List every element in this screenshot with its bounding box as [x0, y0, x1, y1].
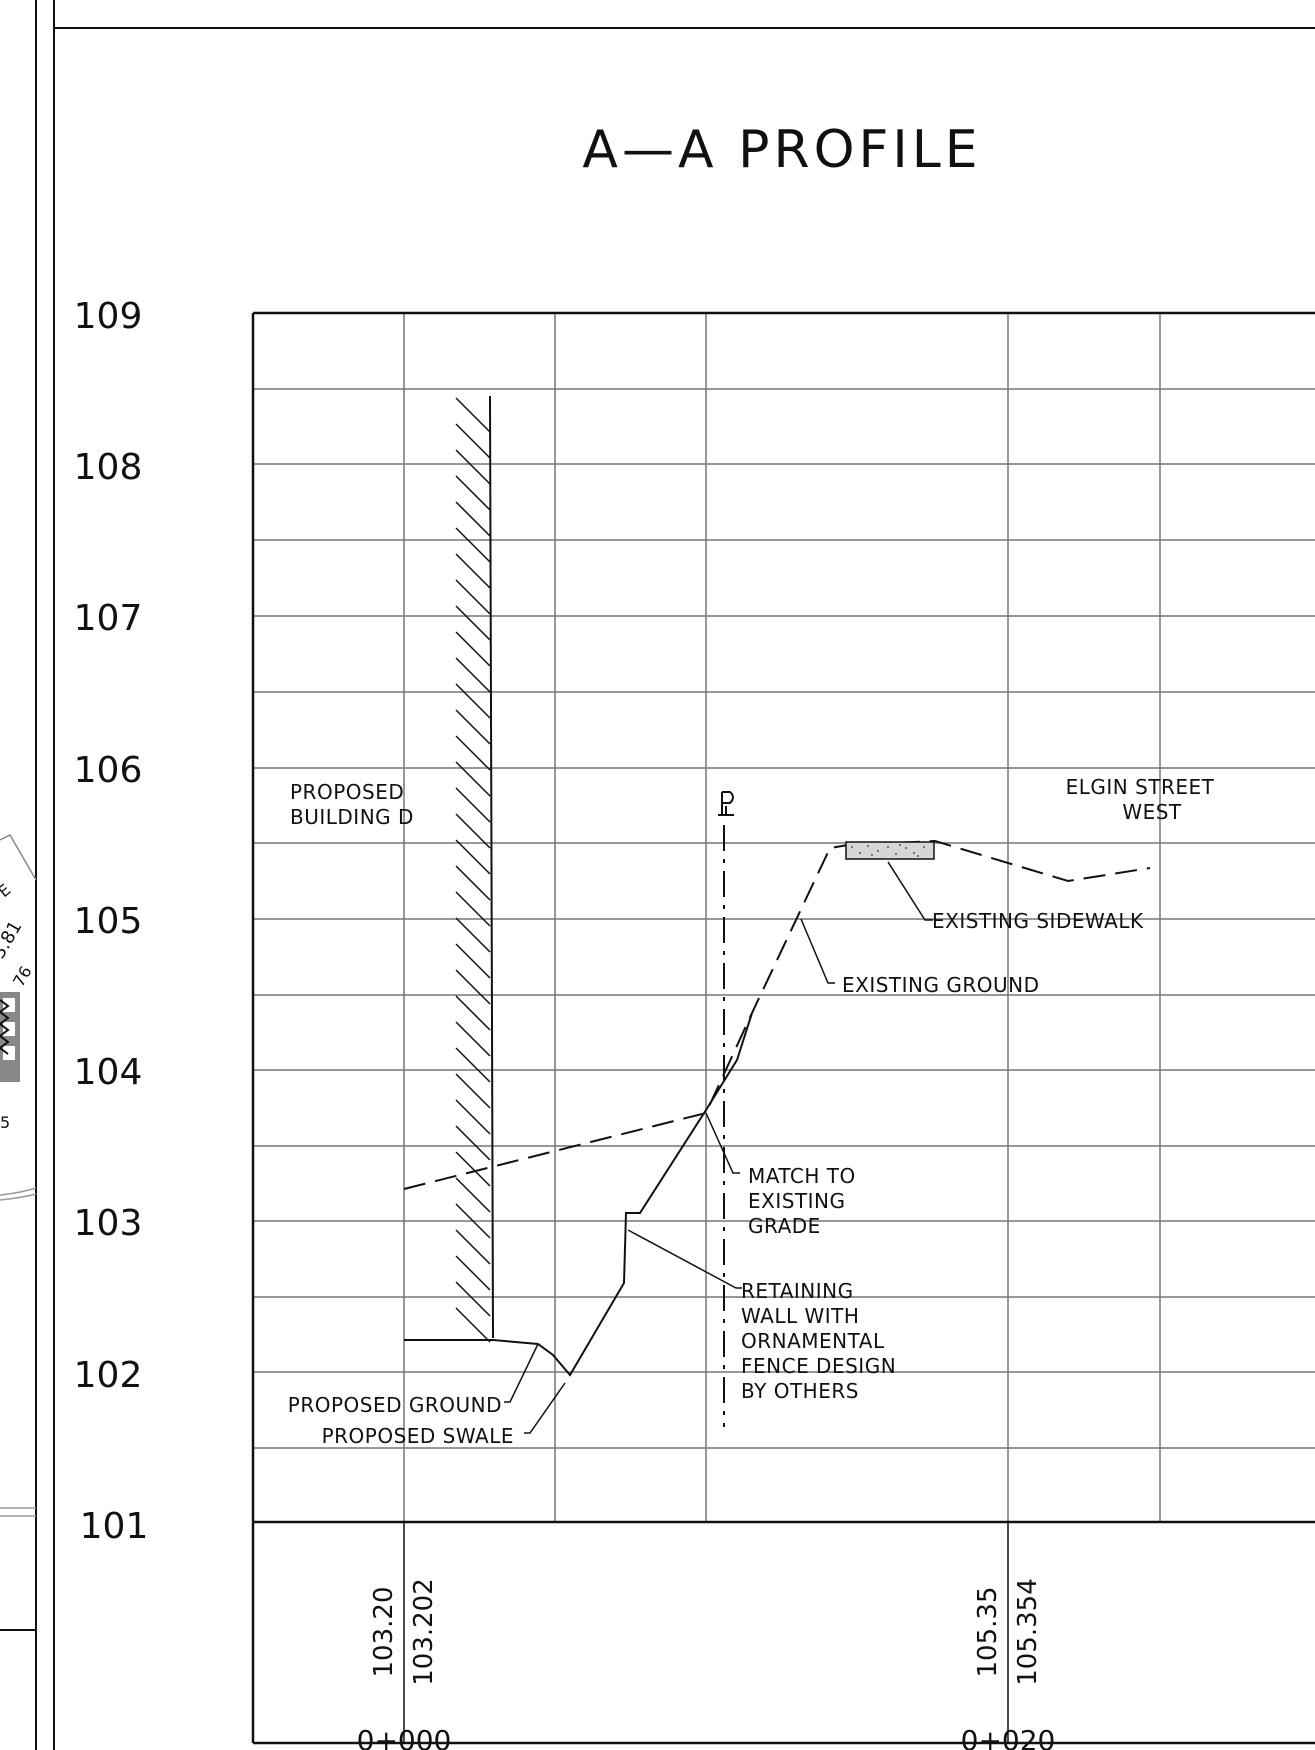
- annotation-labels: PROPOSED BUILDING D ELGIN STREET WEST EX…: [288, 775, 1215, 1448]
- proposed-elev-right: 105.354: [1013, 1578, 1043, 1686]
- existing-elev-right: 105.35: [973, 1587, 1003, 1678]
- elevation-label-102: 102: [74, 1355, 143, 1396]
- label-proposed-swale: PROPOSED SWALE: [322, 1424, 514, 1448]
- elevation-label-104: 104: [74, 1052, 143, 1093]
- elevation-label-105: 105: [74, 901, 143, 942]
- label-proposed-building-1: PROPOSED: [290, 780, 404, 804]
- data-table-values: 103.20 103.202 105.35 105.354: [369, 1578, 1043, 1686]
- leader-lines: [504, 861, 933, 1434]
- elevation-label-109: 109: [74, 296, 143, 337]
- building-wall: [455, 395, 494, 1343]
- label-proposed-building-2: BUILDING D: [290, 805, 414, 829]
- label-retaining-5: BY OTHERS: [741, 1379, 859, 1403]
- elevation-label-106: 106: [74, 750, 143, 791]
- sidewalk-texture: [851, 844, 925, 857]
- pl-symbol: PL: [718, 791, 734, 816]
- label-proposed-ground: PROPOSED GROUND: [288, 1393, 502, 1417]
- existing-sidewalk: [845, 841, 935, 860]
- elevation-label-103: 103: [74, 1203, 143, 1244]
- elevation-label-101: 101: [80, 1506, 149, 1547]
- fragment-text-e: E: [0, 880, 14, 901]
- profile-grid: [253, 313, 1315, 1522]
- label-retaining-4: FENCE DESIGN: [741, 1354, 896, 1378]
- elevation-label-107: 107: [74, 598, 143, 639]
- label-retaining-2: WALL WITH: [741, 1304, 859, 1328]
- label-retaining-1: RETAINING: [741, 1279, 854, 1303]
- profile-frame: [251, 311, 1315, 1745]
- station-label-20: 0+020: [961, 1724, 1056, 1750]
- proposed-ground-line: [404, 1012, 753, 1377]
- label-existing-sidewalk: EXISTING SIDEWALK: [932, 909, 1144, 933]
- elevation-label-108: 108: [74, 447, 143, 488]
- label-match-3: GRADE: [748, 1214, 821, 1238]
- existing-ground-line: [403, 839, 1151, 1190]
- label-match-1: MATCH TO: [748, 1164, 856, 1188]
- label-retaining-3: ORNAMENTAL: [741, 1329, 885, 1353]
- label-elgin-street-2: WEST: [1122, 800, 1182, 824]
- station-axis: 0+000 0+020: [357, 1724, 1056, 1750]
- adjacent-plan-fragment: E 3.81 76 5: [0, 834, 37, 1631]
- fragment-text-2: 76: [9, 963, 36, 990]
- fragment-text-1: 3.81: [0, 917, 26, 962]
- profile-title: A—A PROFILE: [582, 120, 981, 180]
- label-match-2: EXISTING: [748, 1189, 846, 1213]
- existing-elev-left: 103.20: [369, 1587, 399, 1678]
- fragment-text-3: 5: [0, 1113, 10, 1132]
- elevation-axis: 109 108 107 106 105 104 103 102 101: [74, 296, 149, 1547]
- label-existing-ground: EXISTING GROUND: [842, 973, 1040, 997]
- data-table-dividers: [403, 1522, 1009, 1743]
- proposed-elev-left: 103.202: [409, 1578, 439, 1686]
- label-elgin-street-1: ELGIN STREET: [1066, 775, 1215, 799]
- station-label-0: 0+000: [357, 1724, 452, 1750]
